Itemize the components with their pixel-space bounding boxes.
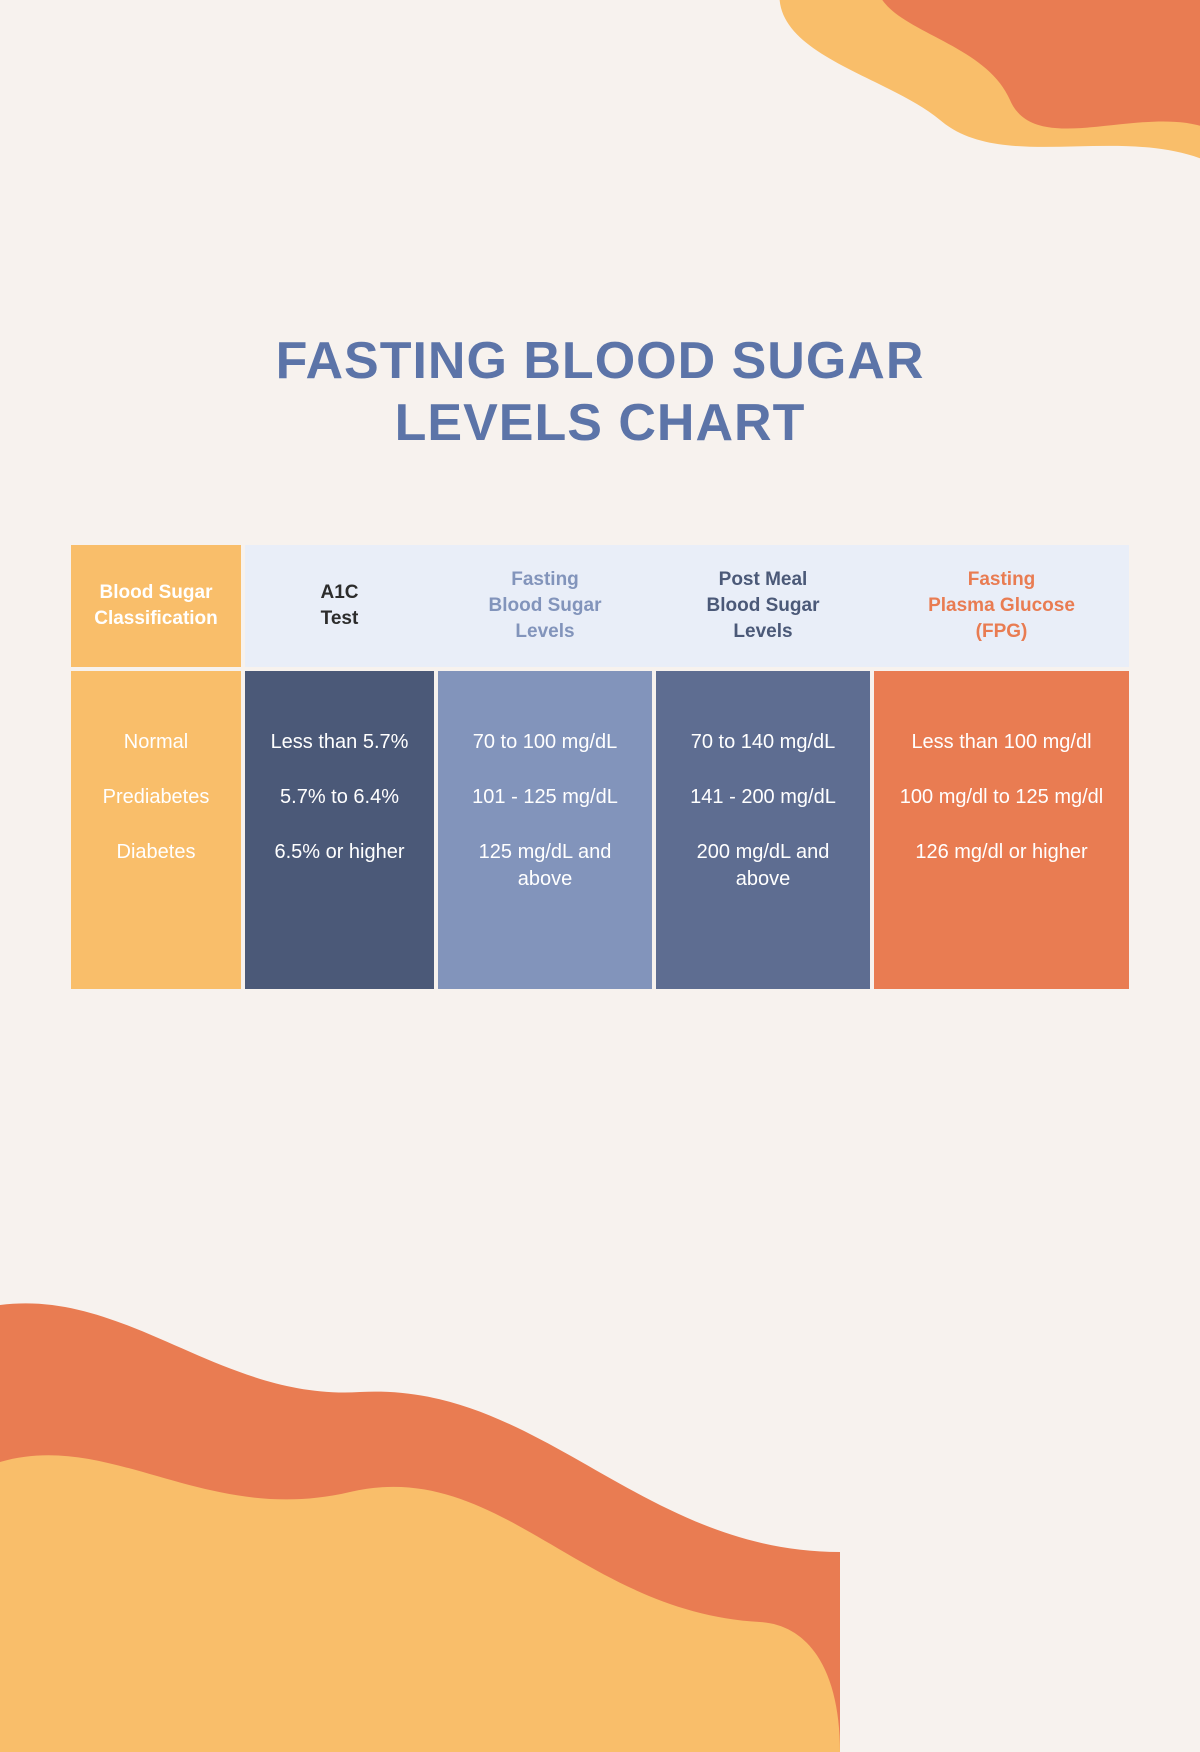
table-cell-value: Diabetes (117, 839, 196, 866)
table-header-row: Blood SugarClassificationA1CTestFastingB… (71, 545, 1129, 667)
table-cell-value: Less than 5.7% (271, 729, 409, 756)
cell-text: 5.7% to 6.4% (280, 784, 399, 811)
table-cell-value: 101 - 125 mg/dL (472, 784, 618, 811)
blood-sugar-table: Blood SugarClassificationA1CTestFastingB… (71, 545, 1129, 989)
cell-text: Less than 100 mg/dl (911, 729, 1091, 756)
table-cell-value: 141 - 200 mg/dL (690, 784, 836, 811)
table-cell-value: 70 to 140 mg/dL (691, 729, 836, 756)
header-text: Fasting (968, 567, 1036, 593)
cell-text: 101 - 125 mg/dL (472, 784, 618, 811)
header-text: A1C (320, 580, 358, 606)
header-text: Fasting (511, 567, 579, 593)
header-text: Blood Sugar (489, 593, 602, 619)
data-fasting: 70 to 100 mg/dL 101 - 125 mg/dL 125 mg/dL … (438, 671, 652, 989)
header-fpg: FastingPlasma Glucose(FPG) (874, 545, 1129, 667)
cell-text: 6.5% or higher (274, 839, 404, 866)
header-text: (FPG) (976, 619, 1028, 645)
cell-text: 126 mg/dl or higher (915, 839, 1087, 866)
cell-text: Less than 5.7% (271, 729, 409, 756)
cell-text: 70 to 100 mg/dL (473, 729, 618, 756)
cell-text: Prediabetes (103, 784, 210, 811)
corner-blob-bottom (0, 1192, 840, 1752)
table-cell-value: 126 mg/dl or higher (915, 839, 1087, 866)
header-text: Test (321, 606, 359, 632)
cell-text: Diabetes (117, 839, 196, 866)
header-postmeal: Post MealBlood SugarLevels (656, 545, 870, 667)
table-cell-value: 125 mg/dL andabove (479, 839, 612, 893)
cell-text: 100 mg/dl to 125 mg/dl (900, 784, 1103, 811)
cell-text: Normal (124, 729, 188, 756)
data-classification: Normal Prediabetes Diabetes (71, 671, 241, 989)
header-classification: Blood SugarClassification (71, 545, 241, 667)
table-cell-value: 70 to 100 mg/dL (473, 729, 618, 756)
cell-text: above (697, 866, 830, 893)
table-cell-value: 100 mg/dl to 125 mg/dl (900, 784, 1103, 811)
header-text: Blood Sugar (707, 593, 820, 619)
header-text: Blood Sugar (100, 580, 213, 606)
cell-text: 125 mg/dL and (479, 839, 612, 866)
table-cell-value: Prediabetes (103, 784, 210, 811)
table-cell-value: 6.5% or higher (274, 839, 404, 866)
table-cell-value: 5.7% to 6.4% (280, 784, 399, 811)
data-fpg: Less than 100 mg/dl 100 mg/dl to 125 mg/d… (874, 671, 1129, 989)
header-text: Post Meal (719, 567, 808, 593)
corner-blob-top (680, 0, 1200, 320)
data-postmeal: 70 to 140 mg/dL 141 - 200 mg/dL 200 mg/dL … (656, 671, 870, 989)
title-line-1: FASTING BLOOD SUGAR (0, 330, 1200, 392)
table-cell-value: Less than 100 mg/dl (911, 729, 1091, 756)
cell-text: 141 - 200 mg/dL (690, 784, 836, 811)
table-data-row: Normal Prediabetes Diabetes Less than 5.7% 5… (71, 671, 1129, 989)
cell-text: 70 to 140 mg/dL (691, 729, 836, 756)
table-cell-value: 200 mg/dL andabove (697, 839, 830, 893)
header-text: Plasma Glucose (928, 593, 1075, 619)
cell-text: 200 mg/dL and (697, 839, 830, 866)
header-text: Levels (515, 619, 574, 645)
title-line-2: LEVELS CHART (0, 392, 1200, 454)
table-cell-value: Normal (124, 729, 188, 756)
header-fasting: FastingBlood SugarLevels (438, 545, 652, 667)
header-text: Levels (733, 619, 792, 645)
cell-text: above (479, 866, 612, 893)
header-a1c: A1CTest (245, 545, 434, 667)
header-text: Classification (94, 606, 218, 632)
data-a1c: Less than 5.7% 5.7% to 6.4% 6.5% or higher (245, 671, 434, 989)
